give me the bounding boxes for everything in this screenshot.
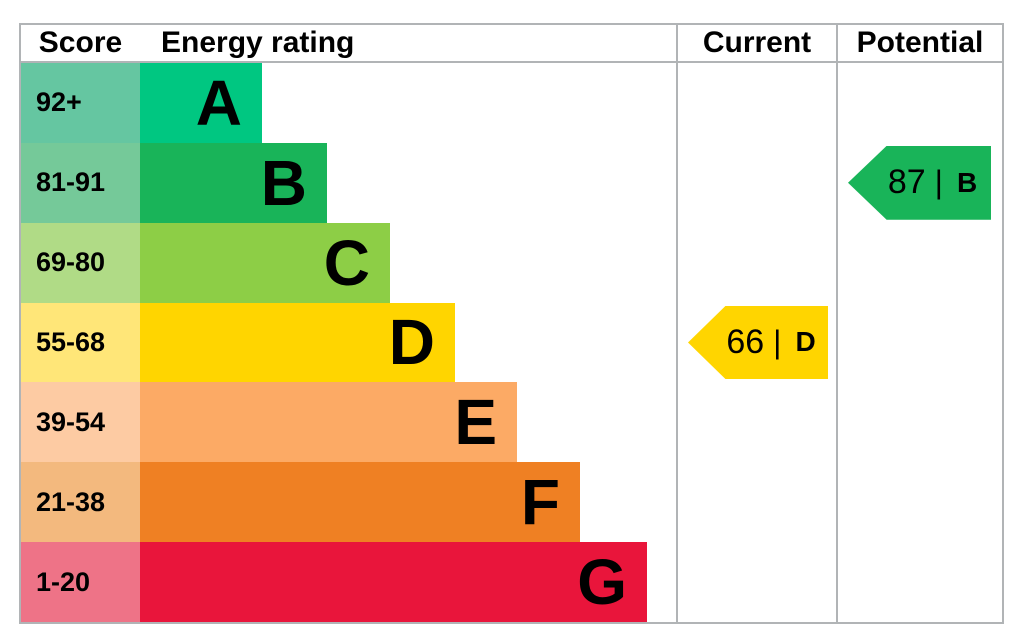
current-separator: |: [773, 323, 782, 360]
score-cell-b: 81-91: [21, 142, 140, 223]
band-letter-a: A: [195, 66, 242, 139]
score-cell-c: 69-80: [21, 222, 140, 303]
current-score-value: 66: [726, 322, 765, 361]
bar-cell-d: D: [140, 302, 676, 383]
score-cell-d: 55-68: [21, 302, 140, 383]
score-range-b: 81-91: [36, 167, 106, 198]
band-bar-c: C: [140, 222, 390, 303]
current-arrow: 66 | D: [688, 305, 828, 380]
bar-cell-b: B: [140, 142, 676, 223]
header-current: Current: [676, 25, 836, 63]
band-bar-g: G: [140, 542, 647, 622]
current-column: 66 | D: [676, 63, 836, 622]
bar-cell-g: G: [140, 542, 676, 622]
current-rating-letter: D: [795, 326, 816, 358]
band-letter-b: B: [260, 146, 307, 219]
score-range-d: 55-68: [36, 326, 106, 357]
score-range-g: 1-20: [36, 566, 91, 597]
potential-arrow: 87 | B: [848, 145, 991, 220]
score-range-a: 92+: [36, 87, 82, 118]
band-letter-d: D: [388, 306, 435, 379]
band-bar-d: D: [140, 302, 455, 383]
band-bar-a: A: [140, 63, 262, 143]
band-letter-f: F: [520, 466, 560, 539]
bar-cell-f: F: [140, 462, 676, 543]
header-score: Score: [21, 25, 140, 63]
score-cell-e: 39-54: [21, 382, 140, 463]
bar-cell-c: C: [140, 222, 676, 303]
potential-column: 87 | B: [836, 63, 1002, 622]
score-range-e: 39-54: [36, 406, 106, 437]
score-range-f: 21-38: [36, 486, 106, 517]
score-cell-a: 92+: [21, 63, 140, 143]
band-letter-e: E: [454, 386, 497, 459]
header-energy-rating: Energy rating: [140, 25, 676, 63]
score-cell-f: 21-38: [21, 462, 140, 543]
band-letter-c: C: [323, 226, 370, 299]
score-cell-g: 1-20: [21, 542, 140, 622]
epc-rating-chart: Score Energy rating Current Potential 92…: [19, 23, 1004, 624]
band-letter-g: G: [577, 546, 627, 619]
potential-separator: |: [934, 164, 943, 201]
band-bar-b: B: [140, 142, 327, 223]
band-bar-e: E: [140, 382, 517, 463]
potential-rating-letter: B: [956, 166, 978, 198]
header-potential: Potential: [836, 25, 1002, 63]
band-bar-f: F: [140, 462, 580, 543]
potential-score-value: 87: [887, 163, 926, 202]
bar-cell-a: A: [140, 63, 676, 143]
bar-cell-e: E: [140, 382, 676, 463]
score-range-c: 69-80: [36, 247, 106, 278]
